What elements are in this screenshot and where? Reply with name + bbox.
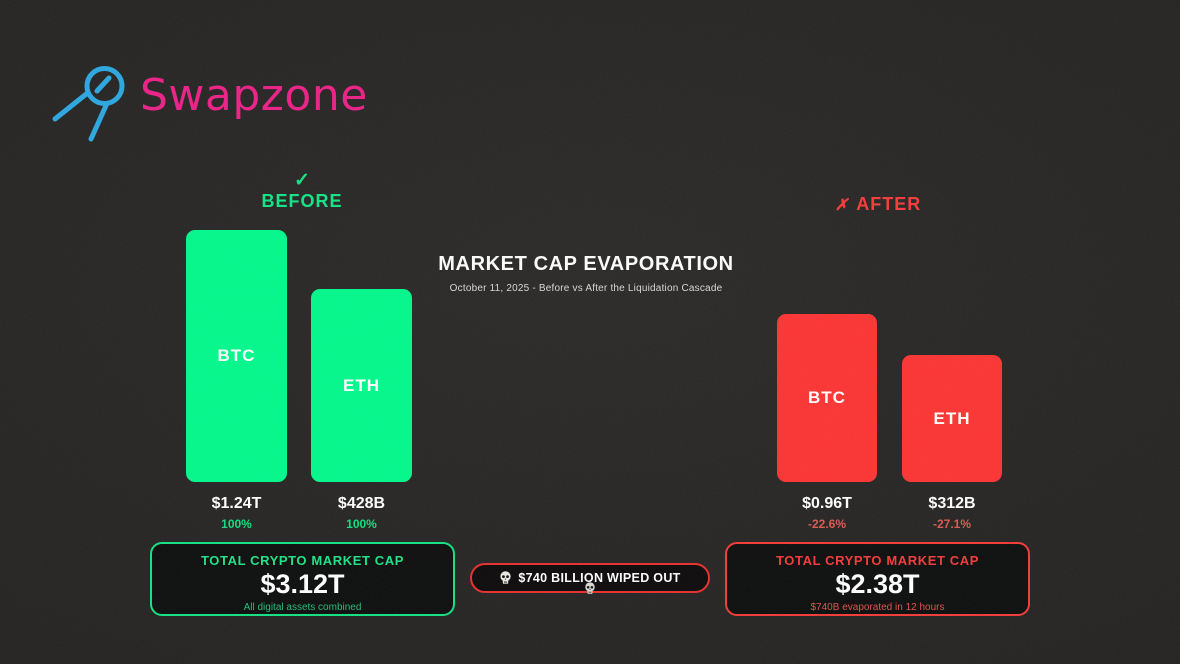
after-summary-value: $2.38T: [835, 569, 920, 599]
after-header: ✗ AFTER: [768, 194, 988, 215]
bar-before-eth: ETH: [311, 289, 412, 482]
bar-label: BTC: [217, 346, 256, 365]
brand-name: Swapzone: [140, 70, 368, 121]
before-label: BEFORE: [261, 191, 343, 211]
swapzone-logo: Swapzone: [50, 62, 368, 142]
after-label: AFTER: [856, 194, 922, 214]
bar-label: BTC: [808, 388, 846, 407]
value-before-btc: $1.24T: [211, 495, 262, 512]
check-icon: ✓: [294, 170, 310, 191]
bar-label: ETH: [343, 375, 380, 395]
before-header: ✓ BEFORE: [192, 171, 412, 212]
title-block: MARKET CAP EVAPORATION October 11, 2025 …: [386, 253, 786, 294]
before-summary-note: All digital assets combined: [243, 602, 362, 613]
before-summary-value: $3.12T: [260, 569, 345, 599]
bar-label: ETH: [933, 408, 971, 428]
value-before-eth: $428B: [337, 495, 386, 512]
percent-before-eth: 100%: [346, 517, 377, 531]
sputnik-satellite-icon: [52, 66, 125, 142]
percent-after-eth: -27.1%: [932, 517, 972, 531]
skull-icon: [500, 571, 512, 584]
before-summary-title: TOTAL CRYPTO MARKET CAP: [200, 553, 405, 568]
skull-icon: [585, 582, 595, 594]
value-after-btc: $0.96T: [802, 495, 852, 512]
bar-after-btc: BTC: [777, 314, 877, 482]
wiped-out-text: $740 BILLION WIPED OUT: [518, 571, 681, 585]
page-subtitle: October 11, 2025 - Before vs After the L…: [449, 283, 723, 294]
percent-after-btc: -22.6%: [807, 517, 847, 531]
cross-icon: ✗: [834, 197, 849, 214]
bar-before-btc: BTC: [186, 230, 287, 482]
value-after-eth: $312B: [928, 495, 976, 512]
percent-before-btc: 100%: [221, 517, 252, 531]
after-summary-card: TOTAL CRYPTO MARKET CAP $2.38T $740B eva…: [725, 542, 1030, 616]
page-title: MARKET CAP EVAPORATION: [438, 253, 734, 275]
after-summary-title: TOTAL CRYPTO MARKET CAP: [775, 553, 980, 568]
before-summary-card: TOTAL CRYPTO MARKET CAP $3.12T All digit…: [150, 542, 455, 616]
bar-after-eth: ETH: [902, 355, 1002, 482]
after-summary-note: $740B evaporated in 12 hours: [810, 602, 945, 613]
